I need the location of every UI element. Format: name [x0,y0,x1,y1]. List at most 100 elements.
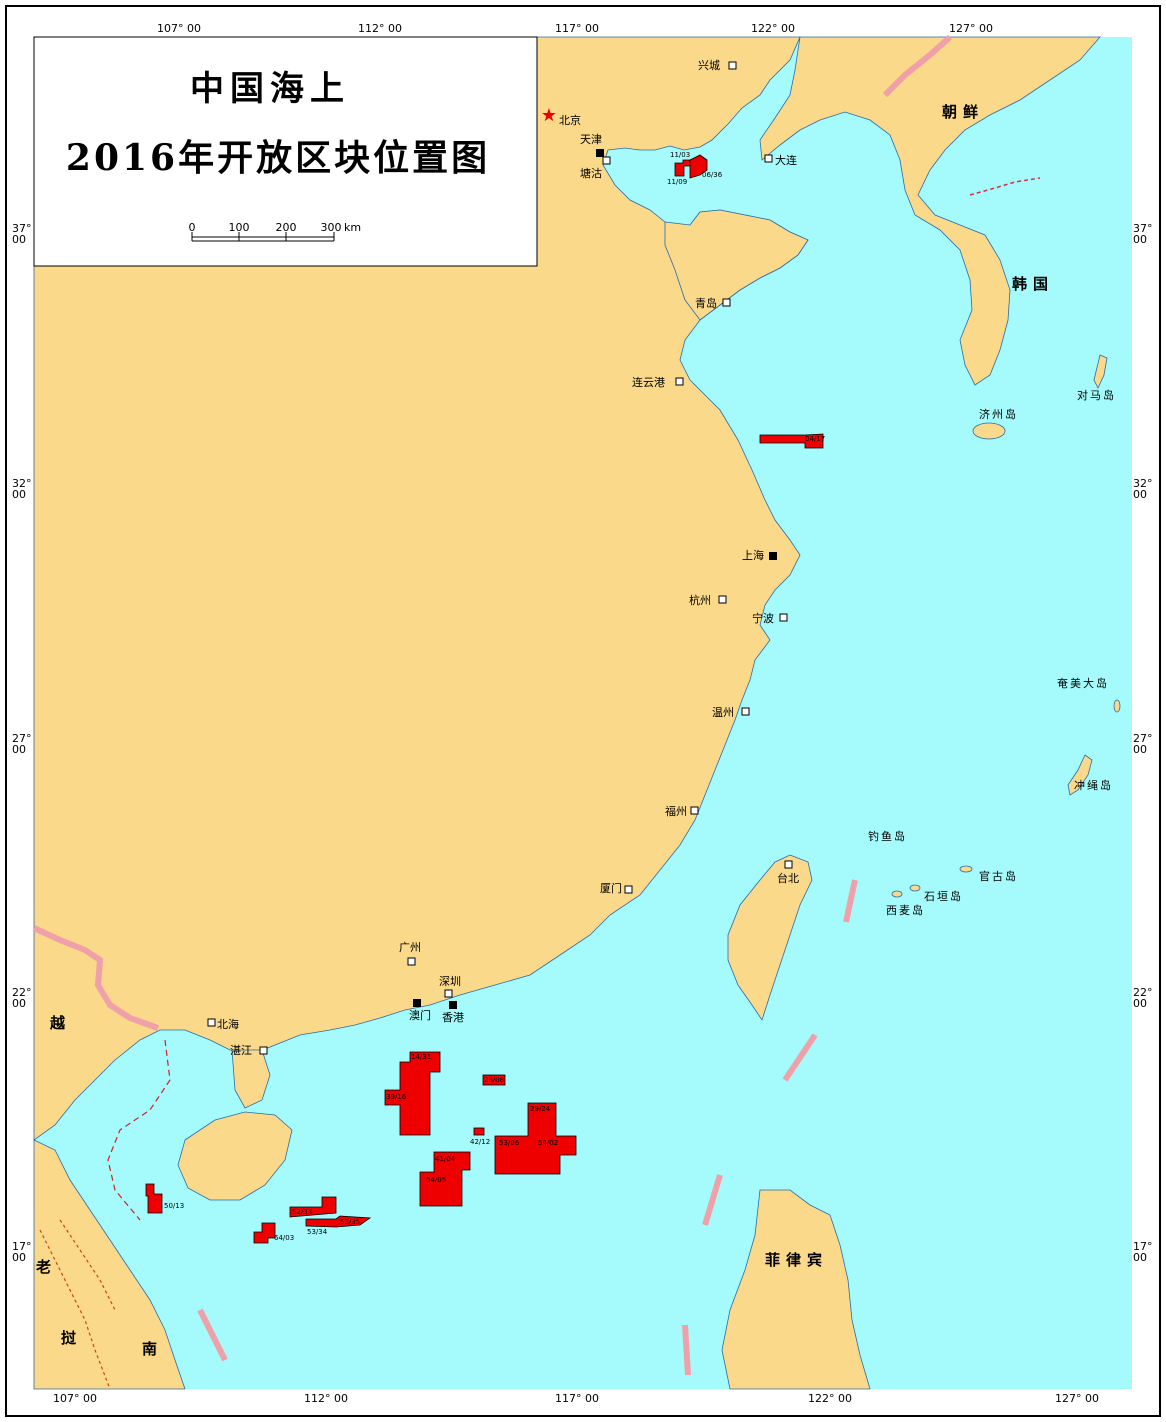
country-label-laos-1: 老 [35,1258,57,1276]
scale-tick-0: 0 [189,221,196,234]
city-label-tianjin: 天津 [580,133,602,146]
block-29-24-53-06-54-02 [494,1102,577,1175]
wenzhou-marker-icon [741,707,750,716]
block-53-34-53-35 [305,1215,372,1228]
lat-32-min-right: 00 [1133,488,1147,501]
country-label-south-korea: 韩国 [1012,275,1054,293]
lon-label-bottom-122: 122° 00 [808,1392,852,1405]
block-label-53-34: 53/34 [307,1228,328,1236]
lat-labels-right: 37° 00 32° 00 27° 00 22° 00 17° 00 [1133,222,1153,1264]
block-label-14-31: 14/31 [411,1053,431,1061]
city-label-xingcheng: 兴城 [698,59,720,72]
laos-vietnam-border-2 [59,1219,116,1311]
lon-label-bottom-107: 107° 00 [53,1392,97,1405]
korea-dmz-border [969,177,1041,196]
country-label-vietnam: 越 [49,1014,71,1032]
block-label-54-02: 54/02 [538,1139,558,1147]
lat-32-deg-left: 32° [12,477,32,490]
lat-17-min-left: 00 [12,1251,26,1264]
lon-label-top-112: 112° 00 [358,22,402,35]
city-label-wenzhou: 温州 [712,706,734,719]
indochina-land [33,1139,186,1390]
block-52-33 [289,1196,337,1218]
block-label-39-16: 39/16 [386,1093,407,1101]
lat-32-deg-right: 32° [1133,477,1153,490]
lon-label-top-127: 127° 00 [949,22,993,35]
city-label-macau: 澳门 [409,1008,431,1022]
block-label-28-08: 28/08 [484,1076,504,1084]
block-label-41-04: 41/04 [435,1155,456,1163]
island-label-tsushima: 对马岛 [1077,388,1116,402]
map-title-line2: 2016年开放区块位置图 [66,137,490,179]
city-label-xiamen: 厦门 [600,881,622,895]
capital-star-icon: ★ [541,105,557,126]
scale-tick-300: 300 [321,221,342,234]
lat-27-min-left: 00 [12,743,26,756]
island-label-ishigaki: 石垣岛 [924,889,963,903]
block-14-31-39-16 [384,1051,441,1136]
taiwan-island [727,854,813,1021]
lon-label-top-122: 122° 00 [751,22,795,35]
lat-17-min-right: 00 [1133,1251,1147,1264]
mainland-china [33,36,809,1141]
block-64-03 [253,1222,276,1244]
macau-marker-icon [413,999,421,1007]
island-label-jeju: 济州岛 [979,407,1018,421]
taipei-marker-icon [784,860,793,869]
scale-tick-100: 100 [229,221,250,234]
lon-label-bottom-112: 112° 00 [304,1392,348,1405]
nine-dash-3 [702,1174,723,1226]
island-label-amami: 奄美大岛 [1057,676,1109,690]
xingcheng-marker-icon [728,61,737,70]
lat-17-deg-left: 17° [12,1240,32,1253]
country-label-north-korea: 朝鲜 [942,103,984,121]
lat-37-deg-left: 37° [12,222,32,235]
scale-bar: 0 100 200 300 km [189,221,361,242]
lat-22-min-right: 00 [1133,997,1147,1010]
block-28-08 [482,1074,506,1086]
block-label-53-06: 53/06 [499,1139,520,1147]
island-label-okinawa: 冲绳岛 [1074,778,1113,792]
block-label-42-12: 42/12 [470,1138,490,1146]
tianjin-marker-icon [596,149,604,157]
city-label-ningbo: 宁波 [752,611,774,625]
china-vietnam-border [32,925,160,1031]
lat-37-min-left: 00 [12,233,26,246]
tsushima-island [1093,354,1108,389]
city-label-tanggu: 塘沽 [580,166,602,180]
capital-label: 北京 [559,113,581,127]
nine-dash-5 [843,879,858,923]
city-label-shanghai: 上海 [742,548,764,562]
block-label-29-24: 29/24 [530,1105,551,1113]
amami-island [1113,699,1121,713]
block-label-54-05: 54/05 [426,1176,446,1184]
lat-32-min-left: 00 [12,488,26,501]
guangzhou-marker-icon [407,957,416,966]
gulf-boundary-line [107,1039,171,1221]
fuzhou-marker-icon [690,806,699,815]
block-label-53-35: 53/35 [340,1218,360,1226]
hongkong-marker-icon [449,1001,457,1009]
xiamen-marker-icon [624,885,633,894]
china-korea-border [882,34,953,98]
shanghai-marker-icon [769,552,777,560]
lon-label-top-117: 117° 00 [555,22,599,35]
lon-label-top-107: 107° 00 [157,22,201,35]
country-label-philippines: 菲律宾 [765,1251,828,1269]
block-06-36 [689,154,708,179]
lon-label-bottom-127: 127° 00 [1055,1392,1099,1405]
lat-22-deg-left: 22° [12,986,32,999]
block-label-50-13: 50/13 [164,1202,184,1210]
country-label-vietnam-south: 南 [142,1340,163,1358]
iriomote-island [891,890,903,898]
block-04-17 [759,433,824,449]
lat-37-deg-right: 37° [1133,222,1153,235]
block-label-06-36: 06/36 [702,171,723,179]
nine-dash-2 [682,1324,691,1376]
city-label-hangzhou: 杭州 [689,593,711,607]
ningbo-marker-icon [779,613,788,622]
nine-dash-1 [197,1308,228,1362]
shenzhen-marker-icon [444,989,453,998]
island-label-diaoyu: 钓鱼岛 [868,829,907,843]
okinawa-island [1067,754,1093,796]
